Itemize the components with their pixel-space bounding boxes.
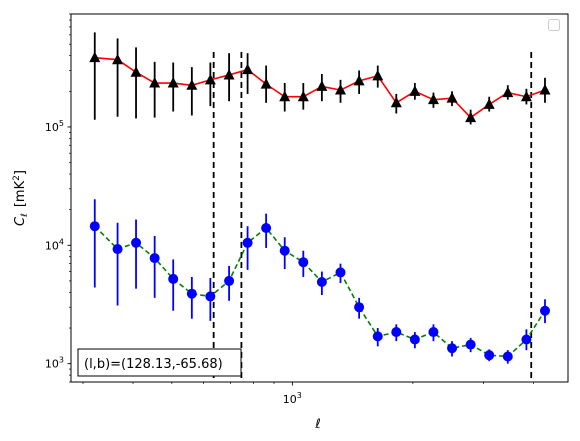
series-1-marker xyxy=(335,267,346,278)
y-axis-unit-sup: 2 xyxy=(12,175,22,181)
series-1-marker xyxy=(224,275,235,286)
series-1-marker xyxy=(502,351,513,362)
legend-box xyxy=(548,19,560,31)
series-1-marker xyxy=(168,273,179,284)
y-axis-label: Cℓ [mK2] xyxy=(12,170,30,226)
series-0-marker xyxy=(465,111,477,123)
axes-layer: 103 104 105 103 xyxy=(45,13,534,406)
y-axis-label-main: C xyxy=(13,216,28,226)
annotation-text: (l,b)=(128.13,-65.68) xyxy=(84,357,223,372)
series-0-marker xyxy=(242,63,254,75)
series-0-marker xyxy=(372,69,384,81)
series-0-marker xyxy=(186,79,198,90)
series-1-line xyxy=(94,225,546,358)
series-0-marker xyxy=(130,66,142,77)
series-0-marker xyxy=(297,90,309,102)
series-0-marker xyxy=(427,93,439,105)
series-1-marker xyxy=(484,350,495,361)
series-1-marker xyxy=(372,331,383,342)
series-1-marker xyxy=(428,327,439,338)
series-1-marker xyxy=(354,302,365,313)
series-1-marker xyxy=(447,343,458,354)
series-1-marker xyxy=(89,221,100,232)
y-tick-label: 104 xyxy=(45,237,64,252)
series-0-marker xyxy=(316,80,328,91)
series-0-marker xyxy=(223,68,235,80)
series-0-marker xyxy=(446,92,458,103)
y-axis-unit-prefix: [mK xyxy=(13,180,28,207)
series-0-marker xyxy=(539,84,551,95)
series-0-marker xyxy=(149,77,161,88)
series-1-marker xyxy=(521,334,532,345)
plot-frame xyxy=(70,13,569,383)
x-tick-label: 103 xyxy=(283,391,302,406)
series-1-marker xyxy=(279,245,290,256)
series-1-marker xyxy=(391,327,402,338)
series-0-marker xyxy=(409,85,421,96)
series-0-marker xyxy=(112,53,124,65)
series-0-marker xyxy=(520,90,532,102)
series-0-marker xyxy=(353,74,365,86)
plot-layer xyxy=(89,32,551,382)
series-1-marker xyxy=(149,253,160,264)
series-0-marker xyxy=(167,77,179,88)
series-1-marker xyxy=(131,237,142,248)
series-0-marker xyxy=(89,51,101,63)
series-0-marker xyxy=(483,98,495,109)
series-1-marker xyxy=(409,334,420,345)
series-0-marker xyxy=(335,84,347,95)
series-1-marker xyxy=(242,237,253,248)
series-1-marker xyxy=(205,291,216,302)
series-1-marker xyxy=(465,339,476,350)
y-tick-label: 103 xyxy=(45,356,64,371)
svg-text:Cℓ[mK2]: Cℓ [mK2] xyxy=(12,170,30,226)
series-1-marker xyxy=(539,305,550,316)
series-1-marker xyxy=(186,288,197,299)
x-axis-label: ℓ xyxy=(314,417,320,432)
series-1-marker xyxy=(298,257,309,268)
annotation-box: (l,b)=(128.13,-65.68) xyxy=(77,348,242,377)
series-0-marker xyxy=(260,78,272,89)
series-0-marker xyxy=(204,73,216,85)
y-axis-unit-suffix: ] xyxy=(13,170,28,175)
y-tick-label: 105 xyxy=(45,119,64,134)
series-0-marker xyxy=(279,90,291,102)
series-0-marker xyxy=(502,86,514,98)
series-1-marker xyxy=(112,244,123,255)
y-axis-label-sub: ℓ xyxy=(20,213,30,218)
series-0-marker xyxy=(390,96,402,108)
series-1-marker xyxy=(261,223,272,234)
series-1-marker xyxy=(316,276,327,287)
